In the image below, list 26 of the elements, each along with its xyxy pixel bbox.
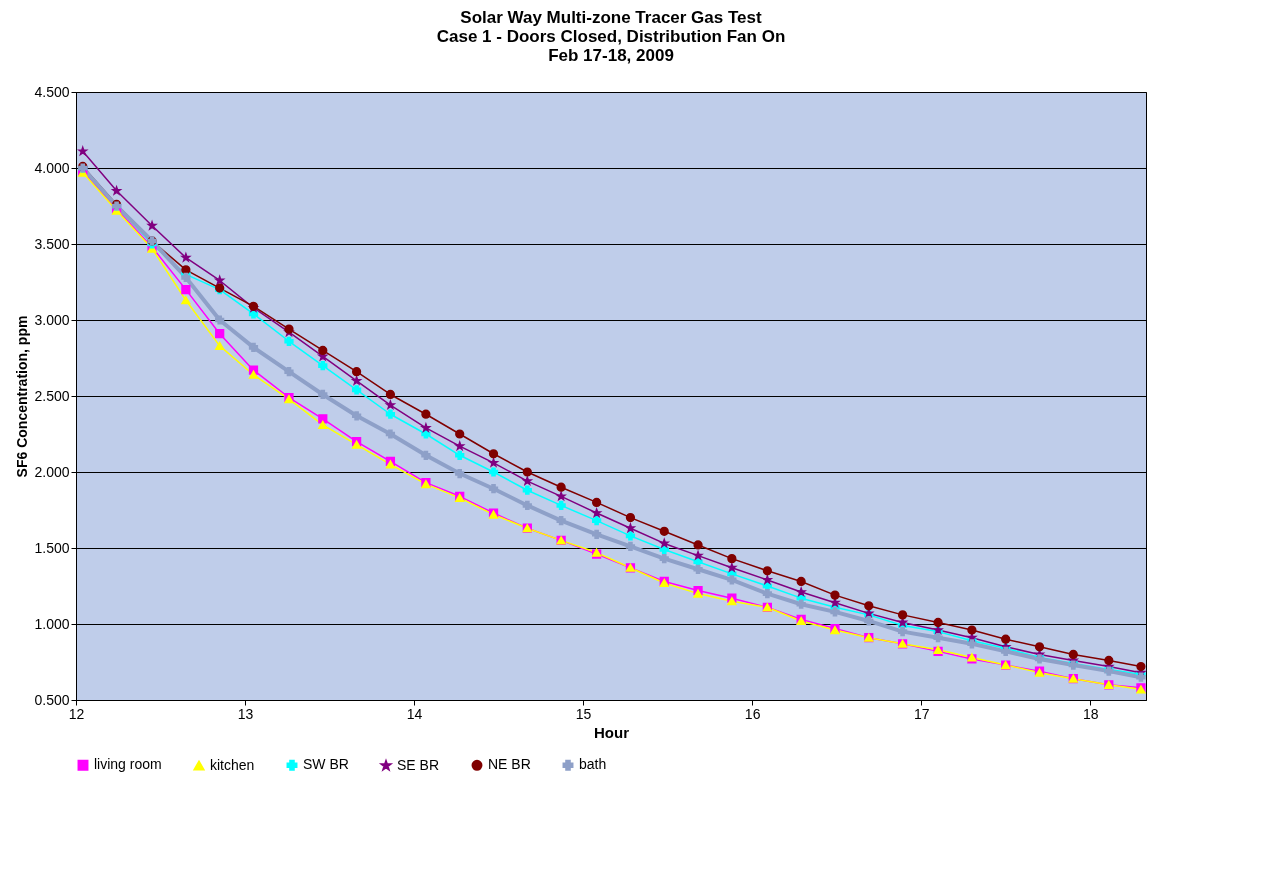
y-tick-label: 1.000 xyxy=(34,615,70,632)
legend-label: NE BR xyxy=(488,756,531,773)
legend-label: bath xyxy=(579,756,607,773)
legend-label: SE BR xyxy=(397,756,440,773)
x-tick-label: 14 xyxy=(406,705,423,722)
y-tick-label: 4.000 xyxy=(34,159,70,176)
legend-label: living room xyxy=(94,756,162,773)
legend-label: kitchen xyxy=(210,756,255,773)
x-tick-label: 16 xyxy=(744,705,761,722)
y-tick-label: 2.500 xyxy=(34,387,70,404)
x-tick-label: 12 xyxy=(68,705,85,722)
x-tick-label: 18 xyxy=(1082,705,1099,722)
y-tick-label: 2.000 xyxy=(34,463,70,480)
y-axis-title: SF6 Concentration, ppm xyxy=(14,315,31,478)
y-tick-label: 3.500 xyxy=(34,235,70,252)
y-tick-label: 0.500 xyxy=(34,691,70,708)
chart-title: Solar Way Multi-zone Tracer Gas Test xyxy=(460,8,763,27)
x-tick-label: 15 xyxy=(575,705,592,722)
y-tick-label: 4.500 xyxy=(34,83,70,100)
chart-subtitle: Case 1 - Doors Closed, Distribution Fan On Feb 17-18, 2009 xyxy=(436,27,786,65)
y-tick-label: 1.500 xyxy=(34,539,70,556)
x-tick-label: 13 xyxy=(237,705,254,722)
x-tick-label: 17 xyxy=(913,705,930,722)
x-axis-title: Hour xyxy=(594,723,630,741)
legend-label: SW BR xyxy=(303,756,349,773)
y-tick-label: 3.000 xyxy=(34,311,70,328)
